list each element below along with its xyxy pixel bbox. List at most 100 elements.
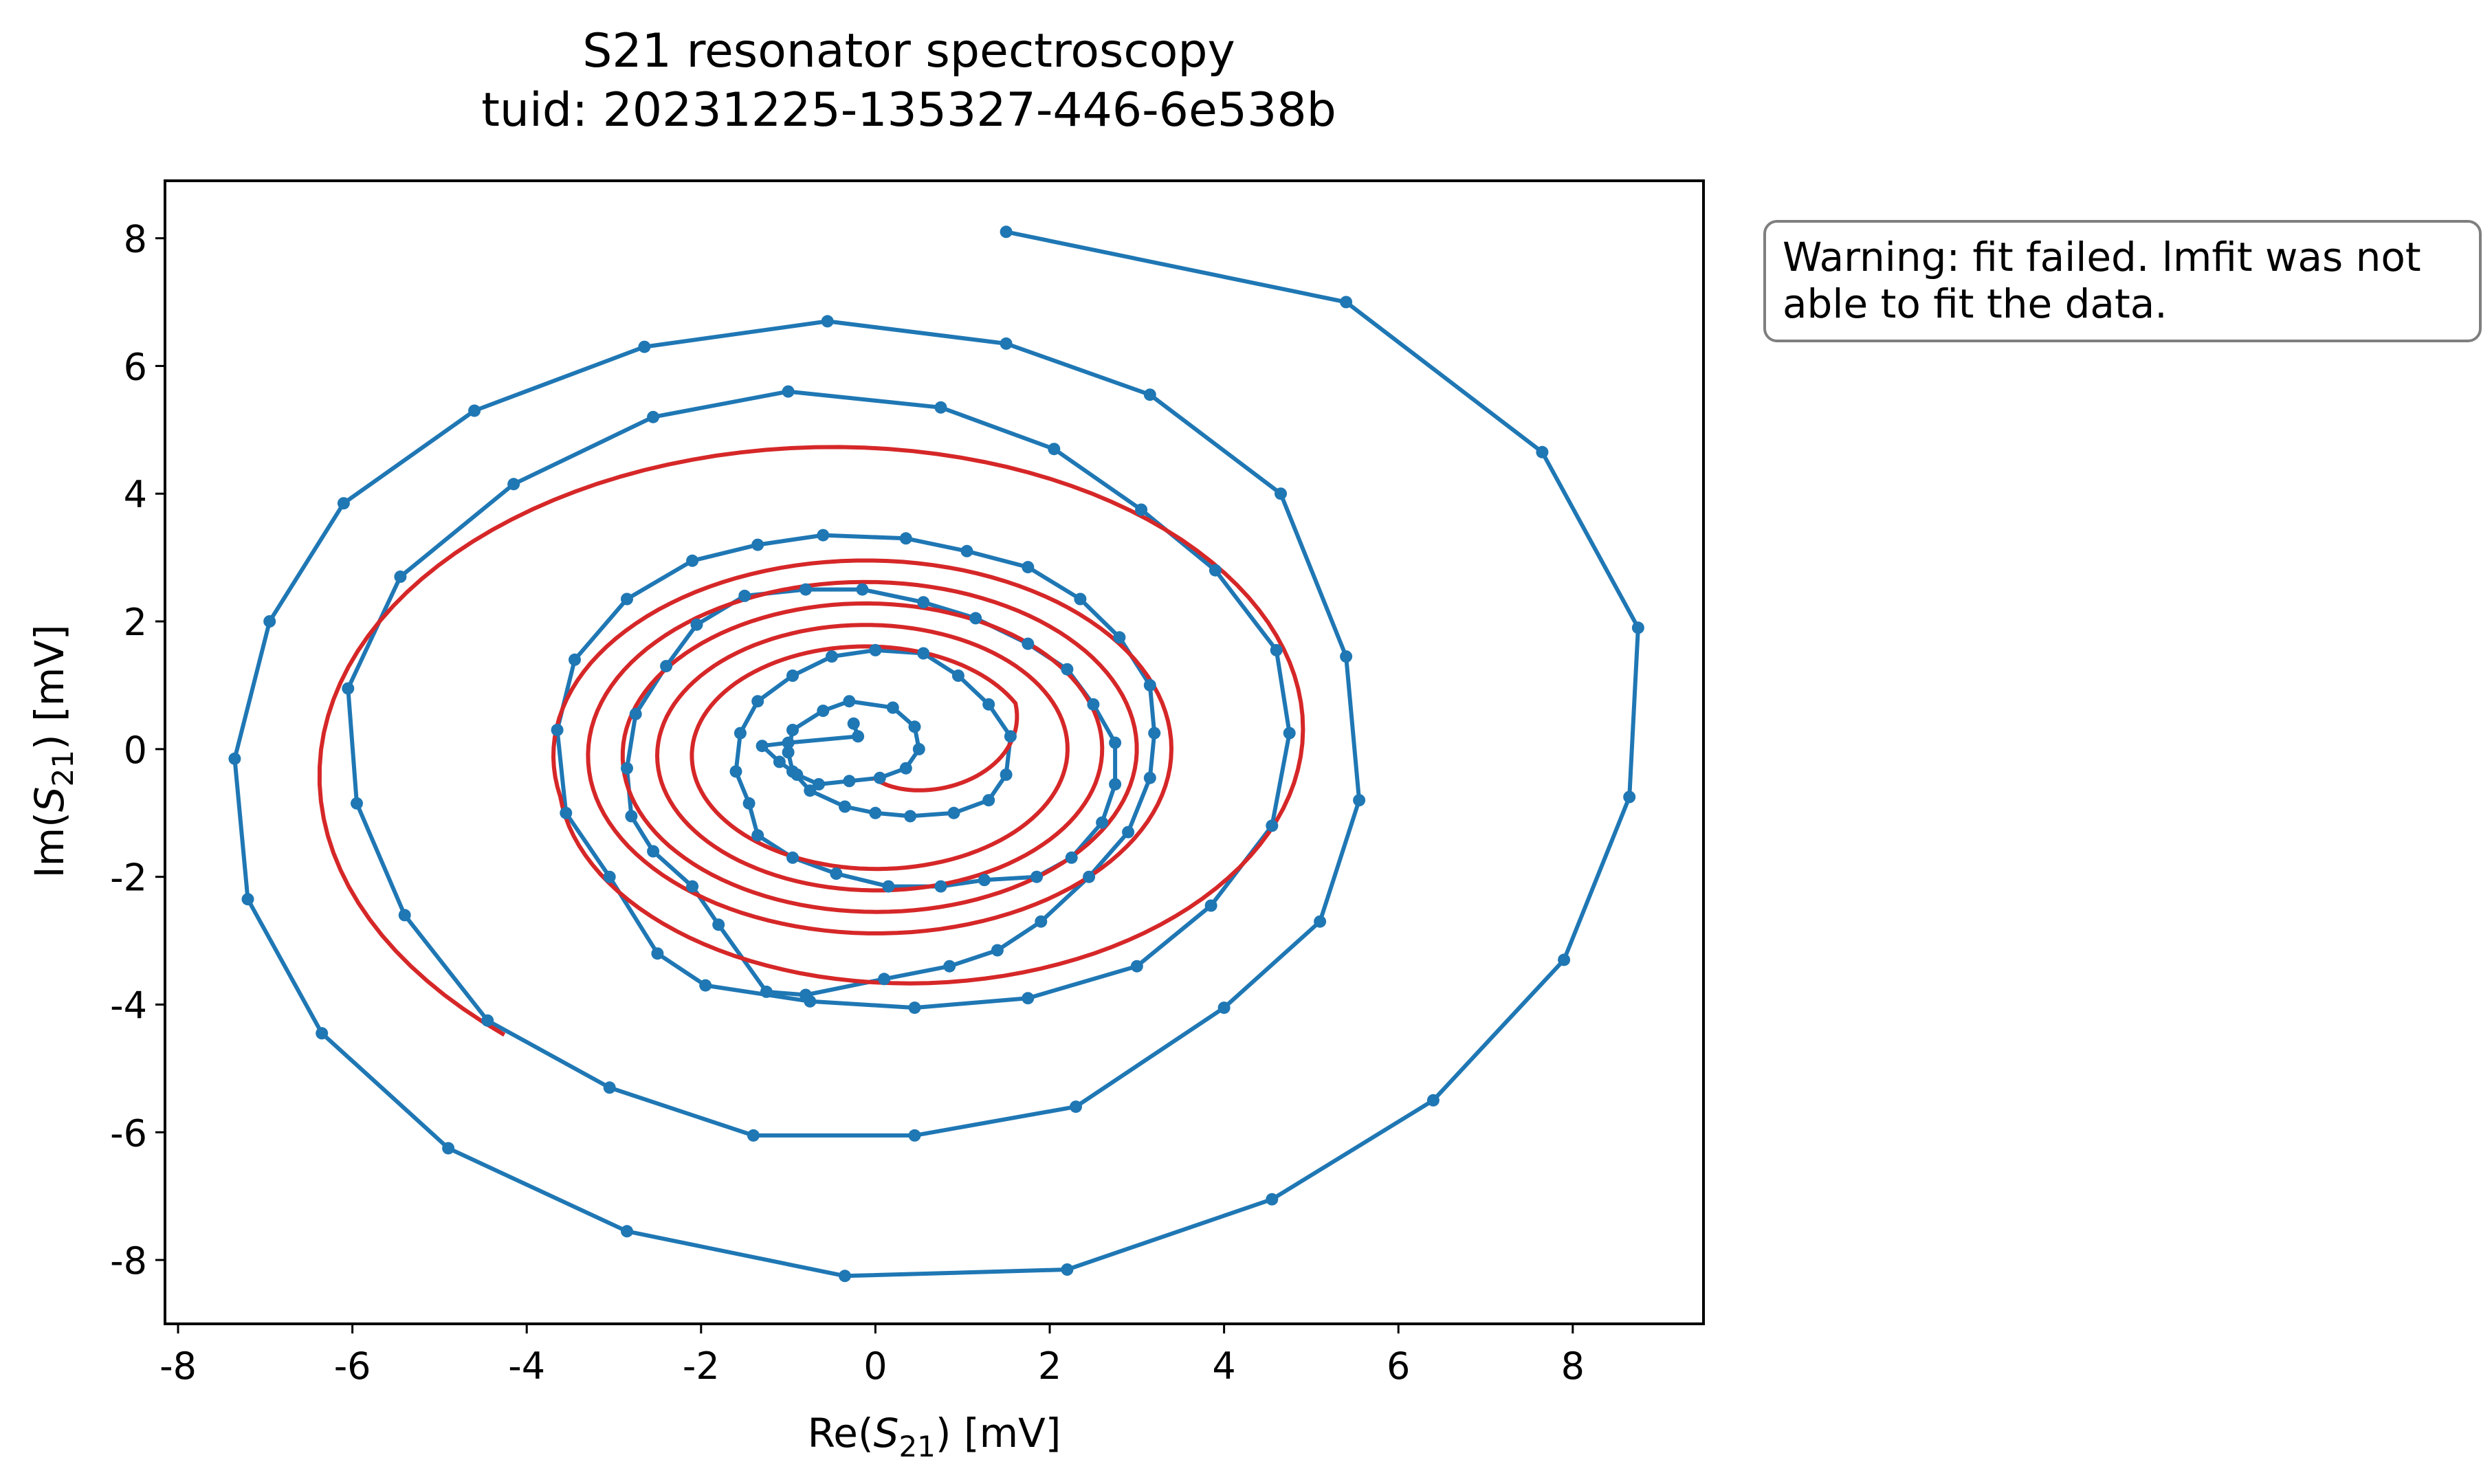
y-tick-label: 8 — [124, 218, 147, 261]
data-point — [651, 947, 664, 960]
data-point — [1035, 915, 1048, 928]
data-point — [1096, 816, 1109, 829]
data-point — [1109, 778, 1122, 790]
data-point — [621, 593, 633, 606]
data-point — [904, 810, 917, 823]
data-point — [1275, 487, 1287, 500]
data-point — [647, 410, 660, 423]
data-point — [951, 669, 964, 682]
data-point — [1000, 337, 1013, 350]
data-point — [1623, 790, 1636, 804]
data-point — [1143, 388, 1156, 401]
data-point — [1426, 1094, 1440, 1107]
fit-warning-box: Warning: fit failed. lmfit was not able … — [1763, 220, 2482, 342]
data-point — [621, 762, 633, 775]
data-point — [791, 768, 804, 781]
data-point — [699, 979, 712, 992]
data-point — [1000, 225, 1013, 239]
data-point — [786, 724, 799, 736]
data-point — [969, 612, 982, 625]
data-point — [603, 1081, 616, 1094]
data-point — [690, 618, 703, 631]
data-point — [908, 1001, 921, 1015]
data-point — [751, 829, 764, 842]
data-point — [1143, 771, 1156, 784]
data-point — [1217, 1001, 1231, 1015]
data-point — [982, 794, 995, 807]
data-point — [1048, 443, 1061, 456]
data-point — [1022, 637, 1035, 650]
data-point — [826, 650, 838, 663]
data-point — [316, 1027, 329, 1040]
data-point — [394, 571, 407, 583]
data-point — [1130, 960, 1143, 973]
data-point — [978, 874, 991, 887]
data-point — [912, 742, 925, 755]
data-point — [782, 385, 795, 398]
data-point — [899, 532, 912, 545]
data-point — [869, 643, 882, 656]
data-point — [398, 909, 411, 922]
data-point — [960, 544, 973, 557]
data-point — [786, 669, 799, 682]
data-point — [1314, 915, 1327, 928]
data-point — [982, 698, 995, 711]
data-point — [899, 762, 912, 775]
data-point — [1022, 992, 1035, 1005]
data-point — [1022, 561, 1035, 574]
x-tick-label: -8 — [159, 1344, 197, 1388]
y-tick-label: 6 — [124, 345, 147, 388]
data-point — [1209, 564, 1222, 577]
data-point — [742, 797, 756, 810]
data-point — [1536, 445, 1549, 458]
data-point — [1030, 870, 1043, 883]
data-point — [756, 740, 769, 753]
data-point — [991, 944, 1004, 957]
x-tick-label: 4 — [1212, 1344, 1235, 1388]
data-point — [943, 960, 956, 973]
data-point — [1353, 794, 1366, 807]
data-point — [908, 1129, 921, 1142]
data-point — [1340, 650, 1353, 663]
data-point — [686, 880, 699, 893]
y-tick-label: -8 — [110, 1239, 147, 1283]
chart-title: S21 resonator spectroscopy — [582, 24, 1235, 78]
data-point — [1004, 730, 1017, 743]
y-axis-label: Im(S21) [mV] — [26, 624, 80, 878]
data-point — [1109, 736, 1122, 749]
data-point — [1074, 593, 1087, 606]
data-point — [569, 653, 581, 666]
data-point — [817, 705, 830, 718]
y-tick-label: 0 — [124, 729, 147, 772]
data-point — [856, 583, 869, 596]
data-point — [734, 727, 747, 740]
x-tick-label: -6 — [334, 1344, 371, 1388]
data-point — [843, 695, 856, 708]
data-point — [786, 851, 799, 864]
data-point — [1083, 870, 1096, 883]
data-point — [342, 682, 355, 695]
data-point — [1266, 1193, 1279, 1206]
data-point — [782, 736, 795, 749]
data-point — [481, 1014, 494, 1027]
data-point — [1143, 678, 1156, 691]
data-point — [878, 973, 891, 986]
data-point — [625, 810, 638, 823]
data-point — [847, 717, 860, 730]
data-point — [1283, 727, 1296, 740]
data-point — [468, 404, 481, 417]
data-point — [804, 784, 817, 797]
data-point — [1340, 296, 1353, 309]
data-point — [908, 720, 921, 733]
data-point — [882, 880, 895, 893]
x-tick-label: -4 — [508, 1344, 545, 1388]
y-tick-label: -2 — [110, 856, 147, 900]
data-point — [241, 893, 254, 906]
data-point — [1270, 643, 1283, 656]
data-point — [1558, 953, 1571, 966]
data-point — [747, 1129, 760, 1142]
data-point — [843, 775, 856, 788]
data-point — [660, 660, 673, 673]
data-point — [1122, 826, 1135, 839]
